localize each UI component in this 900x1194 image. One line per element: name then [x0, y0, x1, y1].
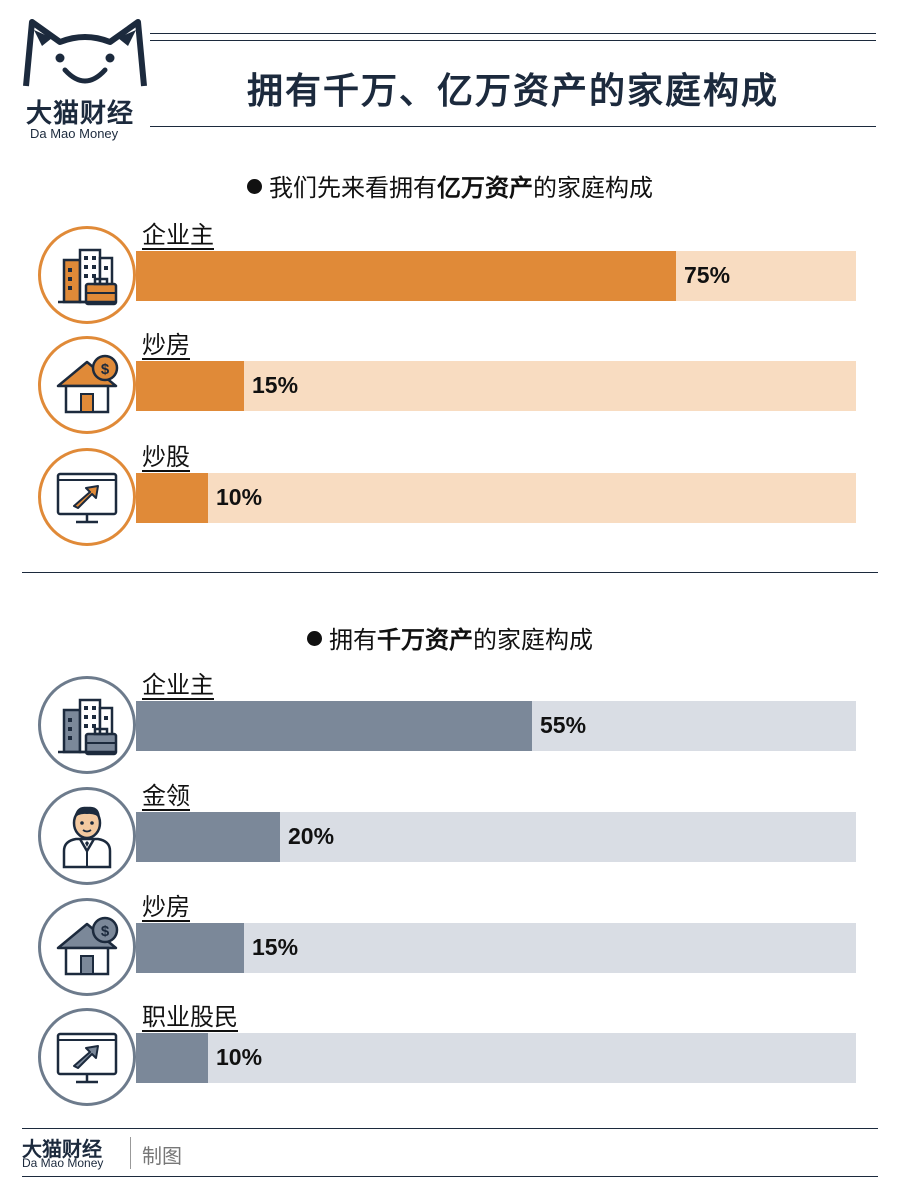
bar-track: 10% [136, 1033, 856, 1083]
footer-rule-bottom [22, 1176, 878, 1177]
category-label: 炒房 [142, 331, 190, 361]
bar-track: 75% [136, 251, 856, 301]
section-title-prefix: 拥有 [329, 626, 377, 654]
buildings-briefcase-icon [38, 676, 136, 774]
svg-text:$: $ [101, 923, 110, 940]
footer-separator [130, 1137, 131, 1169]
category-label: 企业主 [142, 671, 214, 701]
logo-subtext: Da Mao Money [30, 126, 119, 141]
section-title-emphasis: 千万资产 [377, 626, 473, 654]
category-label: 职业股民 [142, 1003, 238, 1033]
bar-value-label: 55% [540, 712, 587, 738]
bar-value-label: 15% [252, 934, 299, 960]
bullet-icon [247, 179, 262, 194]
header-rule-top [150, 33, 876, 34]
bar [136, 812, 280, 862]
bar-value-label: 15% [252, 372, 299, 398]
bar [136, 361, 244, 411]
bar-track: 15% [136, 923, 856, 973]
page-title: 拥有千万、亿万资产的家庭构成 [246, 71, 779, 112]
cat-logo-icon [20, 16, 150, 144]
bar-value-label: 20% [288, 823, 335, 849]
category-label: 炒股 [142, 443, 190, 473]
category-label: 企业主 [142, 221, 214, 251]
bar-track: 10% [136, 473, 856, 523]
bar-value-label: 10% [216, 484, 263, 510]
monitor-chart-icon [38, 1008, 136, 1106]
header-rule-top-2 [150, 40, 876, 41]
footer-brand: 大猫财经 [22, 1137, 102, 1161]
bar [136, 923, 244, 973]
category-label: 炒房 [142, 893, 190, 923]
footer-brand-en: Da Mao Money [22, 1156, 104, 1170]
footer-note: 制图 [142, 1144, 182, 1168]
bar [136, 473, 208, 523]
bar-track: 15% [136, 361, 856, 411]
logo-text: 大猫财经 [26, 99, 135, 129]
house-coin-icon: $ [38, 336, 136, 434]
section-title-emphasis: 亿万资产 [437, 174, 533, 202]
bar-track: 55% [136, 701, 856, 751]
section-title-1: 我们先来看拥有亿万资产的家庭构成 [0, 168, 900, 203]
category-label: 金领 [142, 782, 190, 812]
bar-value-label: 75% [684, 262, 731, 288]
footer-rule-top [22, 1128, 878, 1129]
bullet-icon [307, 631, 322, 646]
svg-text:$: $ [101, 361, 110, 378]
house-coin-icon: $ [38, 898, 136, 996]
section-divider [22, 572, 878, 573]
bar-track: 20% [136, 812, 856, 862]
section-title-prefix: 我们先来看拥有 [269, 174, 437, 202]
businessman-icon [38, 787, 136, 885]
section-title-suffix: 的家庭构成 [473, 626, 593, 654]
bar [136, 701, 532, 751]
buildings-briefcase-icon [38, 226, 136, 324]
bar-value-label: 10% [216, 1044, 263, 1070]
section-title-2: 拥有千万资产的家庭构成 [0, 620, 900, 655]
monitor-chart-icon [38, 448, 136, 546]
bar [136, 251, 676, 301]
section-title-suffix: 的家庭构成 [533, 174, 653, 202]
bar [136, 1033, 208, 1083]
header-rule-bottom [150, 126, 876, 127]
